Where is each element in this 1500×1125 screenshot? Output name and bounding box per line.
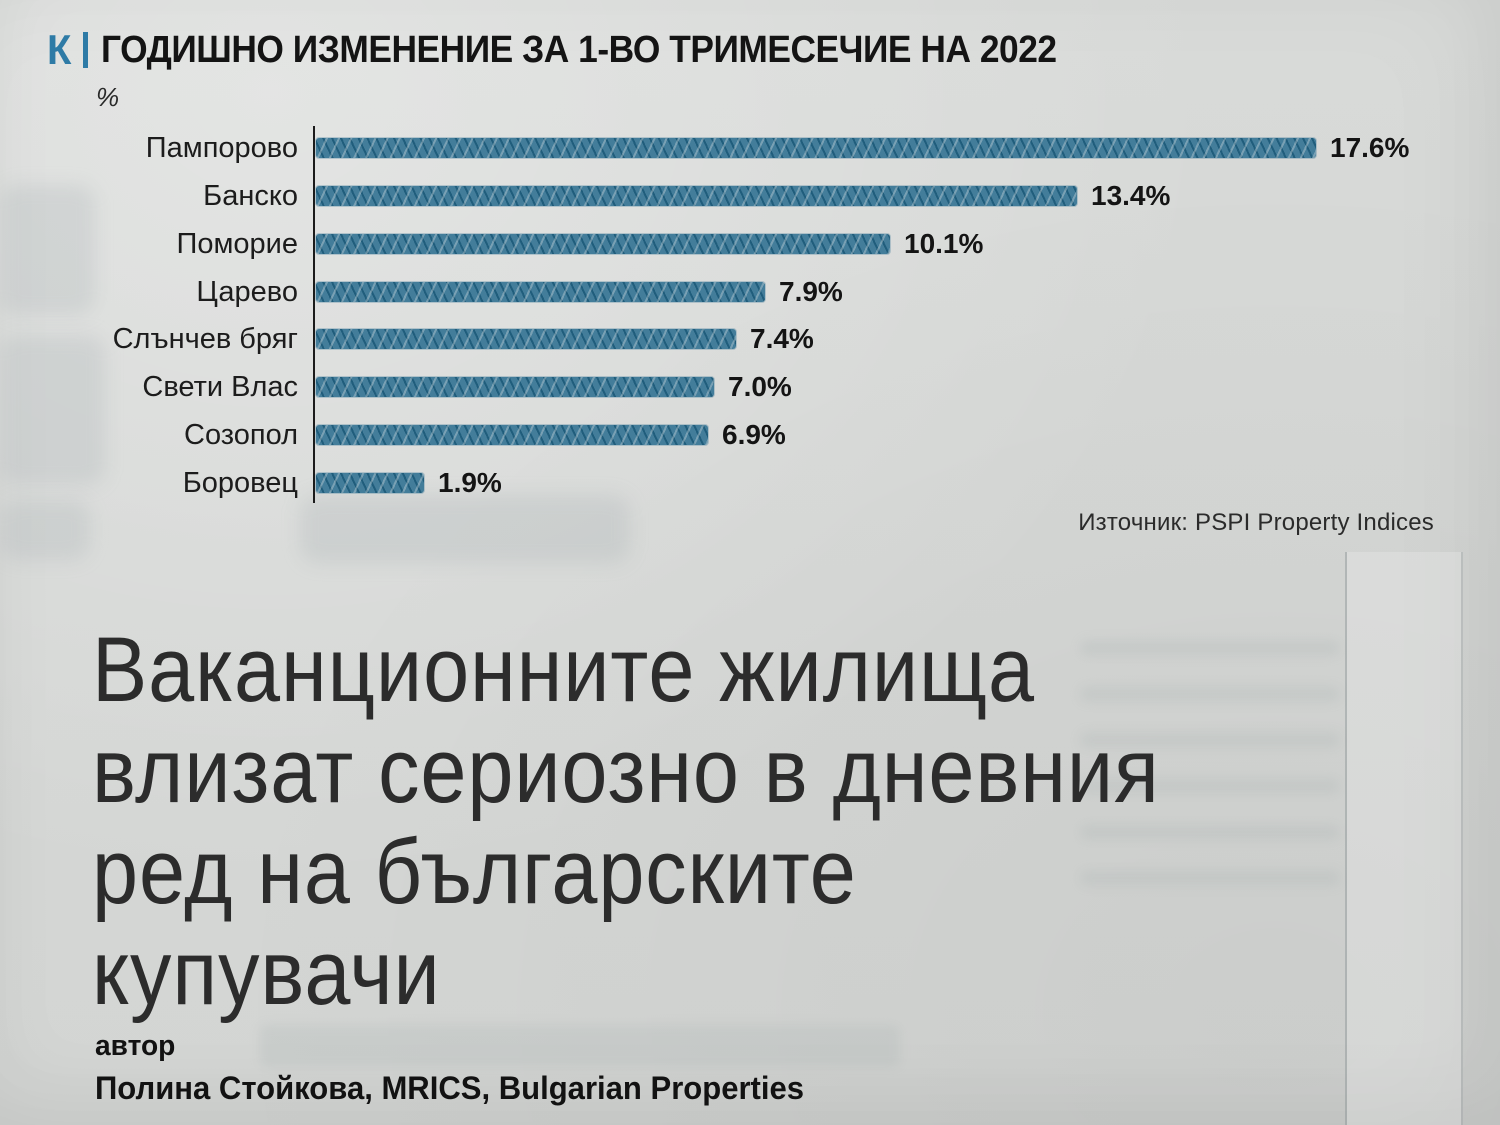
bar [316,138,1316,158]
article-headline: Ваканционните жилища влизат сериозно в д… [92,620,1160,1024]
headline-line: ред на българските [92,821,857,923]
showthrough-ghost [1080,824,1340,840]
showthrough-ghost [0,500,90,560]
showthrough-ghost [300,495,630,563]
author-name: Полина Стойкова, MRICS, Bulgarian Proper… [95,1070,805,1106]
brand-kicker: К [47,26,71,73]
headline-line: Ваканционните жилища [92,619,1035,721]
chart-axis-line [313,126,315,503]
chart-header: К ГОДИШНО ИЗМЕНЕНИЕ ЗА 1-ВО ТРИМЕСЕЧИЕ Н… [47,28,1128,72]
value-label: 1.9% [438,467,502,498]
kicker-divider [82,32,88,68]
showthrough-ghost [0,335,105,485]
value-label: 7.9% [779,276,843,307]
bar [316,234,890,254]
source-note: Източник: PSPI Property Indices [1078,509,1434,536]
paper-fold-band [1347,552,1461,1125]
unit-label: % [96,82,120,112]
bar [316,282,765,302]
category-label: Слънчев бряг [112,323,298,355]
showthrough-ghost [1080,640,1340,656]
category-label: Поморие [176,228,299,260]
category-label: Созопол [184,419,298,451]
category-label: Царево [196,276,298,308]
showthrough-ghost [1080,686,1340,702]
paper-fold-line [1461,552,1463,1125]
value-label: 6.9% [722,419,786,450]
value-label: 10.1% [904,228,984,259]
showthrough-ghost [1080,870,1340,886]
category-label: Банско [203,180,298,212]
bar [316,473,424,493]
headline-line: влизат сериозно в дневния [92,720,1160,822]
headline-line: купувачи [92,922,441,1024]
category-label: Боровец [182,467,298,499]
author-label: автор [95,1030,176,1062]
paper-fold-line [1345,552,1347,1125]
bar [316,329,736,349]
showthrough-ghost [0,185,95,315]
bar [316,186,1077,206]
showthrough-ghost [260,1025,900,1067]
bar [316,425,708,445]
value-label: 13.4% [1091,180,1171,211]
category-label: Пампорово [145,132,298,164]
value-label: 7.0% [728,371,792,402]
showthrough-ghost [1080,778,1340,794]
chart-title: ГОДИШНО ИЗМЕНЕНИЕ ЗА 1-ВО ТРИМЕСЕЧИЕ НА … [100,29,1057,71]
showthrough-ghost [1080,732,1340,748]
category-label: Свети Влас [142,371,298,403]
bar [316,377,714,397]
value-label: 17.6% [1330,132,1410,163]
value-label: 7.4% [750,323,814,354]
